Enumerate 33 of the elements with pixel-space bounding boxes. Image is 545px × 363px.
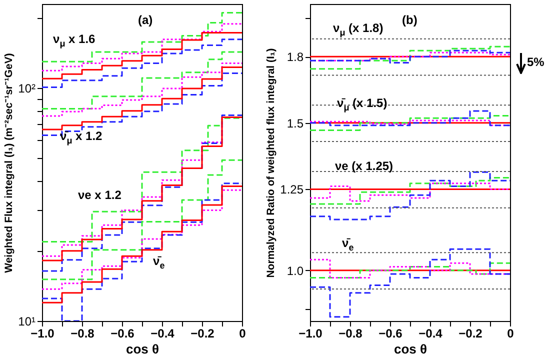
annotation: νe x 1.2	[78, 188, 122, 202]
x-tick-label: −1.0	[30, 326, 55, 340]
y-tick-label: 10¹	[18, 314, 36, 328]
x-tick-label: −0.6	[110, 326, 135, 340]
annotation: (b)	[402, 13, 418, 27]
x-tick-label: 0	[507, 326, 514, 340]
y-tick-label: 10²	[18, 82, 36, 96]
x-tick-label: 0	[239, 326, 246, 340]
annotation: ν̄$_{e}$	[153, 254, 165, 270]
y-tick-label: 1.8	[286, 50, 304, 64]
annotation: ν̄$_{μ}$ x 1.2	[60, 129, 102, 146]
text: 5%	[527, 55, 544, 69]
annotation: ν$_{μ}$ x 1.6	[53, 32, 96, 48]
y-tick-label: 1.0	[286, 264, 304, 278]
y-axis-title: Weighted Flux integral (I₁) (m⁻²sec⁻¹sr⁻¹GeV)	[3, 53, 16, 273]
y-tick-label: 1.25	[280, 182, 304, 197]
annotation: ν$_{μ}$ (x 1.8)	[333, 21, 384, 38]
x-axis-title: cos θ	[126, 342, 160, 356]
x-tick-label: −0.6	[378, 326, 403, 340]
x-tick-label: −0.2	[190, 326, 215, 340]
x-tick-label: −1.0	[298, 326, 323, 340]
annotation: (a)	[138, 13, 153, 27]
x-tick-label: −0.4	[418, 326, 443, 340]
y-axis-title: Normalyzed Ratio of weighted flux integral (I₁)	[265, 48, 278, 278]
x-tick-label: −0.4	[150, 326, 175, 340]
x-tick-label: −0.8	[338, 326, 363, 340]
x-tick-label: −0.2	[458, 326, 483, 340]
annotation: ν̄$_{μ}$ (x 1.5)	[337, 96, 388, 112]
x-tick-label: −0.8	[70, 326, 95, 340]
x-axis-title: cos θ	[394, 342, 428, 356]
y-tick-label: 1.5	[286, 116, 304, 130]
annotation: νe (x 1.25)	[335, 159, 394, 173]
annotation: ν̄$_{e}$	[342, 236, 354, 252]
